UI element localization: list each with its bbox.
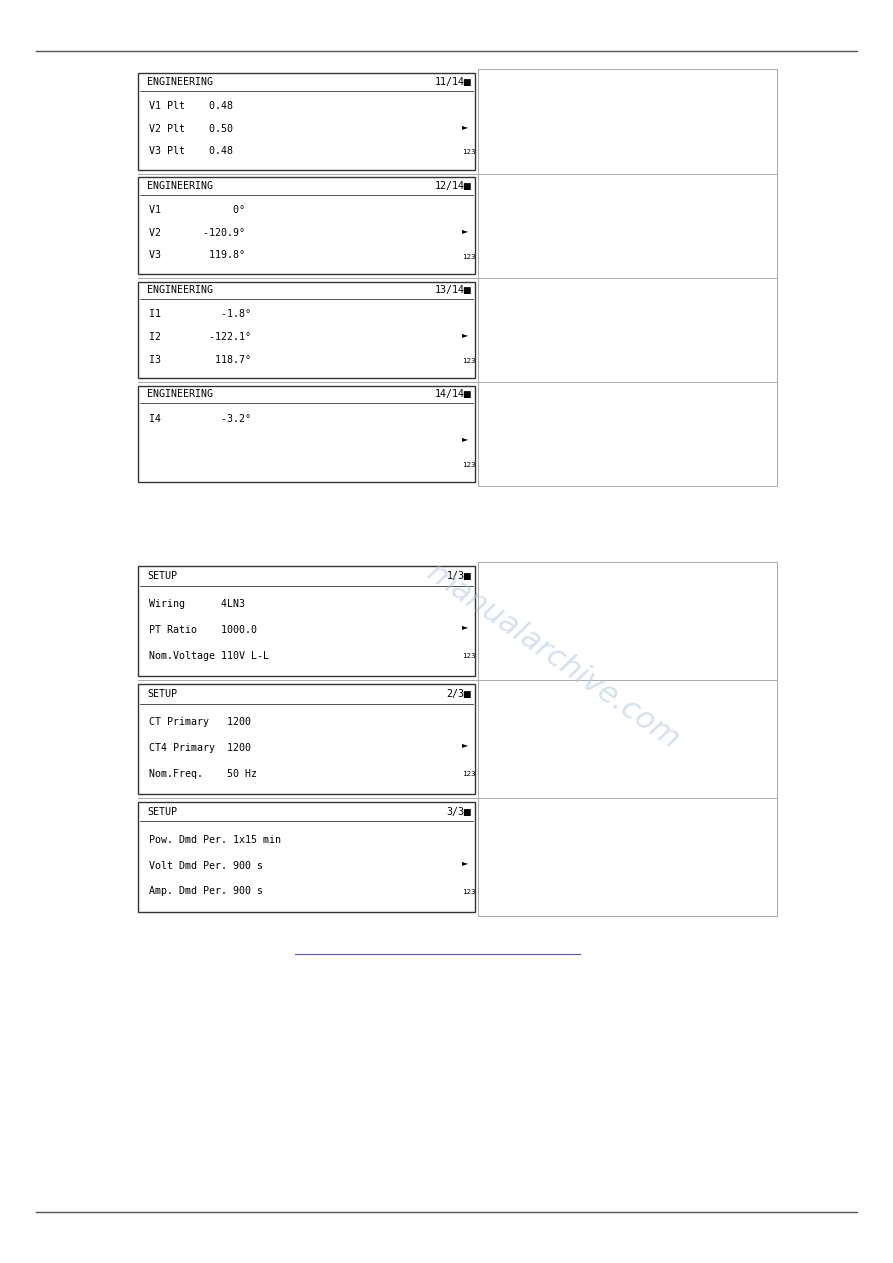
- FancyBboxPatch shape: [138, 386, 475, 482]
- Text: ■: ■: [462, 182, 471, 191]
- FancyBboxPatch shape: [138, 282, 475, 379]
- Text: V2       -120.9°: V2 -120.9°: [149, 227, 246, 237]
- Text: V3 Plt    0.48: V3 Plt 0.48: [149, 147, 233, 157]
- Text: 14/14: 14/14: [434, 389, 464, 399]
- Text: I2        -122.1°: I2 -122.1°: [149, 332, 251, 342]
- Text: 123: 123: [462, 772, 475, 777]
- FancyBboxPatch shape: [138, 178, 475, 274]
- Text: PT Ratio    1000.0: PT Ratio 1000.0: [149, 625, 257, 635]
- Text: CT Primary   1200: CT Primary 1200: [149, 717, 251, 726]
- Text: 123: 123: [462, 357, 475, 364]
- Text: 2/3: 2/3: [446, 690, 464, 700]
- Text: SETUP: SETUP: [147, 807, 178, 817]
- Text: Nom.Voltage 110V L-L: Nom.Voltage 110V L-L: [149, 650, 269, 661]
- Text: ■: ■: [462, 690, 471, 700]
- Text: ENGINEERING: ENGINEERING: [147, 389, 213, 399]
- Text: V3        119.8°: V3 119.8°: [149, 250, 246, 260]
- Text: 3/3: 3/3: [446, 807, 464, 817]
- Text: I3         118.7°: I3 118.7°: [149, 355, 251, 365]
- Text: ►: ►: [462, 434, 468, 443]
- Text: ■: ■: [462, 78, 471, 87]
- Text: V2 Plt    0.50: V2 Plt 0.50: [149, 124, 233, 134]
- Text: 11/14: 11/14: [434, 77, 464, 87]
- Text: ►: ►: [462, 330, 468, 340]
- Text: 12/14: 12/14: [434, 181, 464, 191]
- Text: Pow. Dmd Per. 1x15 min: Pow. Dmd Per. 1x15 min: [149, 835, 281, 845]
- Text: I1          -1.8°: I1 -1.8°: [149, 309, 251, 320]
- Text: 13/14: 13/14: [434, 285, 464, 296]
- Text: 123: 123: [462, 889, 475, 895]
- FancyBboxPatch shape: [138, 73, 475, 171]
- Text: CT4 Primary  1200: CT4 Primary 1200: [149, 743, 251, 753]
- Text: ENGINEERING: ENGINEERING: [147, 285, 213, 296]
- Text: Nom.Freq.    50 Hz: Nom.Freq. 50 Hz: [149, 768, 257, 778]
- Text: ■: ■: [462, 808, 471, 817]
- Text: ■: ■: [462, 572, 471, 581]
- Text: 123: 123: [462, 462, 475, 469]
- Text: SETUP: SETUP: [147, 690, 178, 700]
- Text: Volt Dmd Per. 900 s: Volt Dmd Per. 900 s: [149, 860, 263, 870]
- Text: ■: ■: [462, 390, 471, 399]
- Text: ENGINEERING: ENGINEERING: [147, 77, 213, 87]
- Text: ►: ►: [462, 621, 468, 632]
- Text: ENGINEERING: ENGINEERING: [147, 181, 213, 191]
- Text: I4          -3.2°: I4 -3.2°: [149, 413, 251, 423]
- Text: Wiring      4LN3: Wiring 4LN3: [149, 599, 246, 609]
- Text: Amp. Dmd Per. 900 s: Amp. Dmd Per. 900 s: [149, 887, 263, 897]
- Text: V1 Plt    0.48: V1 Plt 0.48: [149, 101, 233, 111]
- Text: ►: ►: [462, 858, 468, 866]
- Text: ►: ►: [462, 740, 468, 749]
- Text: V1            0°: V1 0°: [149, 205, 246, 215]
- FancyBboxPatch shape: [138, 802, 475, 912]
- Text: ►: ►: [462, 121, 468, 131]
- Text: ■: ■: [462, 287, 471, 296]
- Text: 123: 123: [462, 149, 475, 155]
- Text: 123: 123: [462, 653, 475, 659]
- FancyBboxPatch shape: [138, 566, 475, 676]
- FancyBboxPatch shape: [138, 683, 475, 794]
- Text: manualarchive.com: manualarchive.com: [421, 558, 686, 755]
- Text: SETUP: SETUP: [147, 571, 178, 581]
- Text: 123: 123: [462, 254, 475, 260]
- Text: 1/3: 1/3: [446, 571, 464, 581]
- Text: ►: ►: [462, 226, 468, 235]
